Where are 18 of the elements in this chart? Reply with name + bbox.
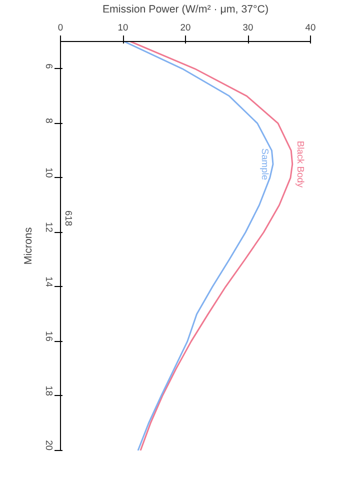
x-tick-label: 30 (242, 22, 254, 32)
text: Black Body (295, 140, 306, 188)
y-tick-label: 12 (44, 222, 54, 232)
y-axis-title: Microns (22, 227, 34, 265)
y-tick-label: 10 (44, 167, 54, 178)
text: Sample (260, 148, 270, 180)
x-tick-label: 20 (180, 22, 191, 32)
y-tick-label: 16 (44, 331, 54, 342)
annotation: 618 (64, 210, 74, 226)
x-tick-label: 10 (118, 22, 128, 32)
x-tick-label: 40 (305, 22, 316, 32)
y-tick-label: 18 (44, 386, 54, 396)
x-axis-title: Emission Power (W/m² · μm, 37°C) (102, 4, 269, 16)
y-tick-label: 20 (44, 440, 54, 451)
x-tick-label: 0 (58, 22, 64, 32)
y-tick-label: 6 (44, 64, 54, 69)
y-tick-label: 8 (44, 118, 54, 124)
y-tick-label: 14 (44, 276, 54, 287)
